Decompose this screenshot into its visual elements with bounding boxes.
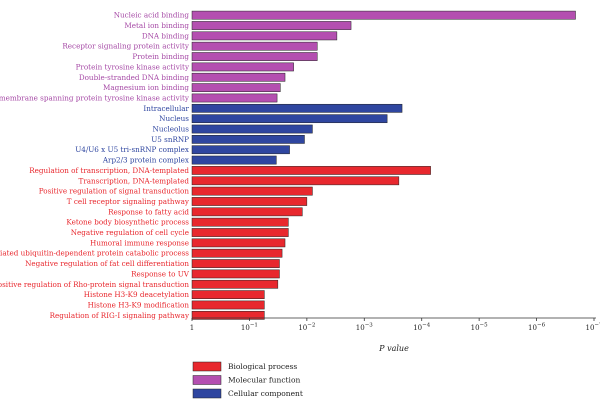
legend-swatch — [192, 375, 222, 385]
category-label: U5 snRNP — [151, 135, 189, 144]
legend-label: Molecular function — [228, 376, 300, 385]
bar — [191, 124, 313, 134]
category-label: Transcription, DNA-templated — [79, 176, 190, 185]
x-tick-label: 10−6 — [528, 323, 546, 333]
bar — [191, 248, 283, 258]
x-tick-base: 10 — [471, 324, 480, 332]
x-axis-title: P value — [378, 344, 409, 353]
category-label: Non-membrane spanning protein tyrosine k… — [0, 93, 190, 102]
bar — [191, 228, 289, 237]
bar — [191, 217, 289, 227]
bar — [191, 114, 388, 124]
x-tick-label: 10−3 — [356, 323, 374, 333]
bar — [191, 41, 318, 51]
category-label: Nucleic acid binding — [114, 11, 190, 20]
x-tick-base: 10 — [241, 324, 250, 332]
x-tick-label: 1 — [190, 324, 194, 332]
x-tick-exponent: −4 — [422, 323, 431, 329]
category-label: Regulation of transcription, DNA-templat… — [29, 166, 189, 175]
category-label: Arp2/3 protein complex — [102, 156, 189, 165]
bar — [191, 186, 313, 196]
bar — [191, 31, 338, 41]
x-tick-label: 10−7 — [585, 323, 600, 333]
category-label: Positive regulation of signal transducti… — [39, 187, 190, 196]
category-label: U4/U6 x U5 tri-snRNP complex — [75, 145, 189, 154]
x-tick-exponent: −7 — [594, 323, 600, 329]
bars-layer — [191, 10, 576, 320]
x-tick-base: 10 — [298, 324, 307, 332]
category-label: Protein tyrosine kinase activity — [76, 62, 190, 71]
x-tick-exponent: −6 — [537, 323, 546, 329]
category-label: ER-associated ubiquitin-dependent protei… — [0, 249, 189, 258]
x-tick-exponent: −3 — [365, 323, 374, 329]
bar — [191, 83, 281, 92]
x-tick-base: 10 — [585, 324, 594, 332]
x-tick-exponent: −5 — [480, 323, 489, 329]
x-tick-base: 10 — [528, 324, 537, 332]
bar — [191, 72, 286, 82]
category-label: Humoral immune response — [90, 238, 189, 247]
category-label: Ketone body biosynthetic process — [66, 218, 189, 227]
category-label: Histone H3-K9 deacetylation — [84, 290, 190, 299]
category-label: Double-stranded DNA binding — [79, 73, 190, 82]
x-tick-label: 10−1 — [241, 323, 258, 333]
x-tick-exponent: −2 — [307, 323, 315, 329]
bar — [191, 279, 279, 289]
bar — [191, 52, 318, 61]
bar — [191, 93, 278, 103]
bar — [191, 10, 576, 20]
bar — [191, 197, 308, 206]
bar — [191, 238, 286, 248]
category-label: Positive regulation of Rho-protein signa… — [0, 280, 189, 289]
category-label: Nucleus — [159, 114, 189, 123]
bar — [191, 62, 294, 72]
x-tick-base: 1 — [190, 324, 194, 332]
x-axis: 110−110−210−310−410−510−610−7 — [190, 317, 600, 333]
category-label: Regulation of RIG-I signaling pathway — [50, 311, 190, 320]
category-label: Metal ion binding — [124, 21, 189, 30]
x-tick-exponent: −1 — [250, 323, 258, 329]
bar — [191, 207, 303, 217]
category-label: Receptor signaling protein activity — [62, 42, 190, 51]
x-tick-label: 10−5 — [471, 323, 489, 333]
x-tick-label: 10−2 — [298, 323, 315, 333]
bar — [191, 300, 265, 310]
category-label: Negative regulation of fat cell differen… — [25, 259, 189, 268]
x-tick-base: 10 — [413, 324, 422, 332]
bar — [191, 145, 290, 155]
category-label: T cell receptor signaling pathway — [67, 197, 190, 206]
legend: Biological process Molecular function Cell… — [192, 361, 303, 399]
legend-swatch — [192, 361, 222, 372]
bar — [191, 166, 431, 175]
bar — [191, 103, 403, 113]
category-label: Response to fatty acid — [108, 207, 189, 216]
bar — [191, 259, 280, 268]
legend-swatch — [192, 388, 222, 399]
category-label: Nucleolus — [153, 125, 190, 134]
category-label: Response to UV — [131, 269, 190, 278]
category-label: Negative regulation of cell cycle — [71, 228, 189, 237]
bar — [191, 21, 352, 30]
x-tick-label: 10−4 — [413, 323, 431, 333]
bar — [191, 269, 280, 279]
category-label: Intracellular — [143, 104, 189, 113]
category-label: Protein binding — [132, 52, 189, 61]
bar — [191, 135, 305, 144]
x-tick-base: 10 — [356, 324, 365, 332]
category-label: Histone H3-K9 modification — [88, 300, 190, 309]
category-label: DNA binding — [142, 31, 190, 40]
bar — [191, 155, 277, 165]
bar — [191, 176, 400, 186]
bar — [191, 290, 265, 299]
legend-label: Cellular component — [228, 389, 303, 398]
category-label: Magnesium ion binding — [103, 83, 189, 92]
bar — [191, 310, 265, 320]
legend-label: Biological process — [228, 362, 297, 371]
